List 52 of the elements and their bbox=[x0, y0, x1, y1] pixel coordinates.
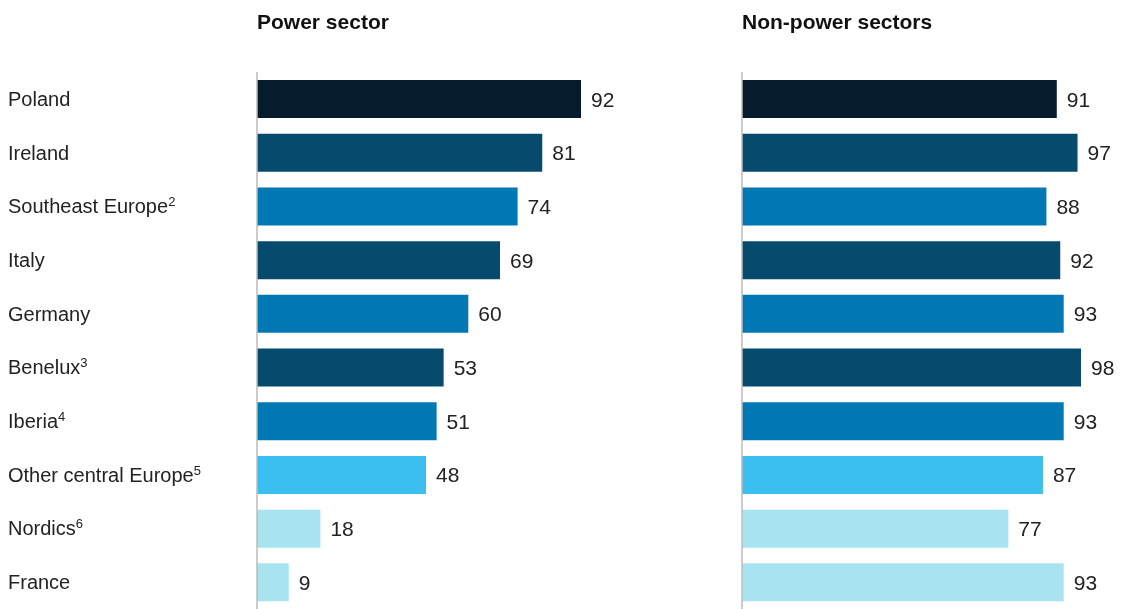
bar bbox=[257, 241, 500, 280]
bar bbox=[257, 402, 437, 441]
data-label: 48 bbox=[436, 463, 460, 487]
bar bbox=[257, 455, 427, 494]
y-tick-label: France bbox=[8, 571, 71, 594]
bar bbox=[257, 80, 581, 119]
data-label: 93 bbox=[1073, 570, 1098, 594]
data-label: 77 bbox=[1018, 517, 1042, 541]
bar bbox=[742, 563, 1064, 602]
bar bbox=[257, 294, 469, 333]
data-label: 91 bbox=[1066, 87, 1091, 111]
y-tick-label: Poland bbox=[8, 87, 71, 110]
data-label: 92 bbox=[591, 87, 615, 111]
y-tick-label: Other central Europe$^{5}$ bbox=[8, 462, 201, 486]
data-label: 69 bbox=[510, 248, 534, 272]
data-label: 87 bbox=[1052, 463, 1077, 487]
y-tick-label: Iberia$^{4}$ bbox=[8, 408, 66, 433]
bar bbox=[257, 509, 321, 548]
data-label: 97 bbox=[1087, 141, 1111, 165]
y-tick-label: Benelux$^{3}$ bbox=[8, 354, 88, 379]
bar bbox=[742, 187, 1047, 226]
y-tick-label: Ireland bbox=[8, 141, 70, 164]
data-label: 18 bbox=[330, 517, 354, 541]
bar bbox=[742, 133, 1078, 172]
bar bbox=[742, 294, 1064, 333]
bar bbox=[742, 509, 1009, 548]
data-label: 88 bbox=[1056, 194, 1080, 218]
bar bbox=[742, 348, 1081, 387]
bar bbox=[257, 563, 289, 602]
y-tick-label: Southeast Europe$^{2}$ bbox=[8, 193, 176, 218]
data-label: 51 bbox=[446, 409, 470, 433]
data-label: 92 bbox=[1070, 248, 1094, 272]
data-label: 93 bbox=[1073, 302, 1098, 326]
bar bbox=[742, 455, 1043, 494]
chart-title: Non-power sectors bbox=[742, 10, 933, 34]
bar bbox=[742, 402, 1064, 441]
data-label: 53 bbox=[453, 356, 478, 380]
data-label: 9 bbox=[298, 570, 311, 594]
data-label: 93 bbox=[1073, 409, 1098, 433]
y-tick-label: Germany bbox=[8, 302, 91, 325]
bar bbox=[257, 187, 518, 226]
bar bbox=[742, 80, 1057, 119]
bar bbox=[257, 133, 543, 172]
bar bbox=[742, 241, 1061, 280]
data-label: 81 bbox=[552, 141, 576, 165]
data-label: 60 bbox=[478, 302, 502, 326]
y-tick-label: Nordics$^{6}$ bbox=[8, 515, 84, 540]
y-tick-label: Italy bbox=[8, 248, 45, 271]
data-label: 74 bbox=[527, 194, 552, 218]
data-label: 98 bbox=[1091, 356, 1115, 380]
chart-title: Power sector bbox=[257, 10, 389, 34]
bar bbox=[257, 348, 444, 387]
